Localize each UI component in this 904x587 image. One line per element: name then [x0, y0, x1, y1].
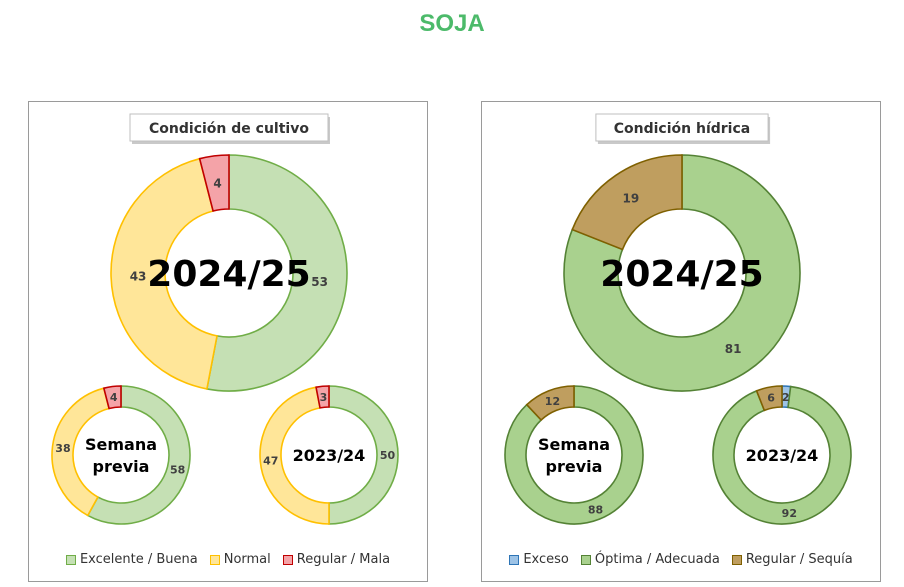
water-title-box: [595, 113, 769, 142]
water-ring1-value-1: 88: [588, 504, 603, 517]
crop-ring1-value-1: 38: [55, 442, 70, 455]
crop-legend-item-1: Normal: [209, 552, 271, 567]
water-ring0-value-1: 81: [725, 342, 742, 356]
crop-ring0-center-label: 2024/25: [147, 254, 310, 295]
water-ring0-slice-2: [571, 154, 683, 251]
crop-ring0-value-1: 43: [130, 269, 147, 283]
water-condition-legend: Exceso Óptima / Adecuada Regular / Sequía: [482, 552, 880, 567]
water-ring1-value-2: 12: [545, 395, 560, 408]
crop-ring2-slice-2: [315, 385, 330, 409]
crop-legend-swatch-0: [65, 554, 76, 565]
crop-ring2-slice-0: [328, 385, 399, 525]
crop-ring1-slice-0: [86, 385, 191, 525]
water-ring0-center-label: 2024/25: [600, 254, 763, 295]
water-legend-item-1: Óptima / Adecuada: [580, 552, 720, 567]
crop-ring0-value-2: 4: [213, 176, 221, 190]
water-ring2-slice-2: [755, 385, 783, 412]
water-ring1-center-label-line0: Semana: [538, 435, 610, 454]
crop-ring2-value-2: 3: [320, 391, 328, 404]
crop-ring1-center-label-line1: previa: [93, 457, 150, 476]
crop-legend-label-1: Normal: [223, 552, 271, 567]
crop-legend-label-0: Excelente / Buena: [79, 552, 198, 567]
water-ring1-slice-1: [504, 385, 644, 525]
water-ring2-value-0: 2: [782, 391, 790, 404]
crop-title-box: [129, 113, 329, 142]
water-ring2-center-label: 2023/24: [746, 446, 819, 465]
crop-ring1-slice-2: [102, 385, 122, 410]
crop-legend-item-0: Excelente / Buena: [65, 552, 198, 567]
crop-legend-label-2: Regular / Mala: [296, 552, 391, 567]
crop-ring2-value-1: 47: [263, 455, 278, 468]
crop-ring2-center-label: 2023/24: [293, 446, 366, 465]
water-ring0-value-2: 19: [622, 191, 639, 205]
water-condition-panel: Condición hídrica 81 19 2024/25 88 12 Semana pr…: [481, 101, 881, 582]
crop-ring2-value-0: 50: [380, 449, 396, 462]
water-legend-item-0: Exceso: [509, 552, 569, 567]
water-legend-swatch-2: [731, 554, 742, 565]
crop-legend-swatch-2: [282, 554, 293, 565]
crop-ring0-slice-0: [205, 154, 348, 392]
water-legend-swatch-0: [509, 554, 520, 565]
water-ring1-slice-2: [525, 385, 575, 422]
water-ring2-slice-1: [712, 385, 852, 525]
crop-ring0-slice-1: [110, 157, 218, 390]
water-ring1-center-label-line1: previa: [546, 457, 603, 476]
crop-condition-chart: Condición de cultivo 53 43 4 2024/25 58 38 4 Sem…: [51, 113, 399, 525]
water-legend-swatch-1: [580, 554, 591, 565]
water-legend-label-1: Óptima / Adecuada: [594, 552, 720, 567]
water-ring2-value-2: 6: [767, 392, 775, 405]
water-ring2-value-1: 92: [782, 507, 797, 520]
crop-title: Condición de cultivo: [149, 121, 309, 137]
crop-legend-swatch-1: [209, 554, 220, 565]
crop-ring1-value-2: 4: [110, 391, 118, 404]
water-title: Condición hídrica: [614, 121, 750, 137]
crop-ring1-value-0: 58: [170, 464, 185, 477]
water-condition-chart: Condición hídrica 81 19 2024/25 88 12 Semana pr…: [504, 113, 852, 525]
page-title: SOJA: [419, 10, 485, 37]
water-ring0-slice-1: [563, 154, 801, 392]
crop-legend-item-2: Regular / Mala: [282, 552, 391, 567]
crop-ring1-center-label-line0: Semana: [85, 435, 157, 454]
crop-ring0-value-0: 53: [311, 275, 328, 289]
crop-condition-legend: Excelente / Buena Normal Regular / Mala: [29, 552, 427, 567]
water-legend-label-0: Exceso: [523, 552, 569, 567]
water-legend-label-2: Regular / Sequía: [745, 552, 853, 567]
water-legend-item-2: Regular / Sequía: [731, 552, 853, 567]
crop-condition-panel: Condición de cultivo 53 43 4 2024/25 58 38 4 Sem…: [28, 101, 428, 582]
crop-ring2-slice-1: [259, 386, 330, 525]
crop-ring0-slice-2: [198, 154, 230, 212]
